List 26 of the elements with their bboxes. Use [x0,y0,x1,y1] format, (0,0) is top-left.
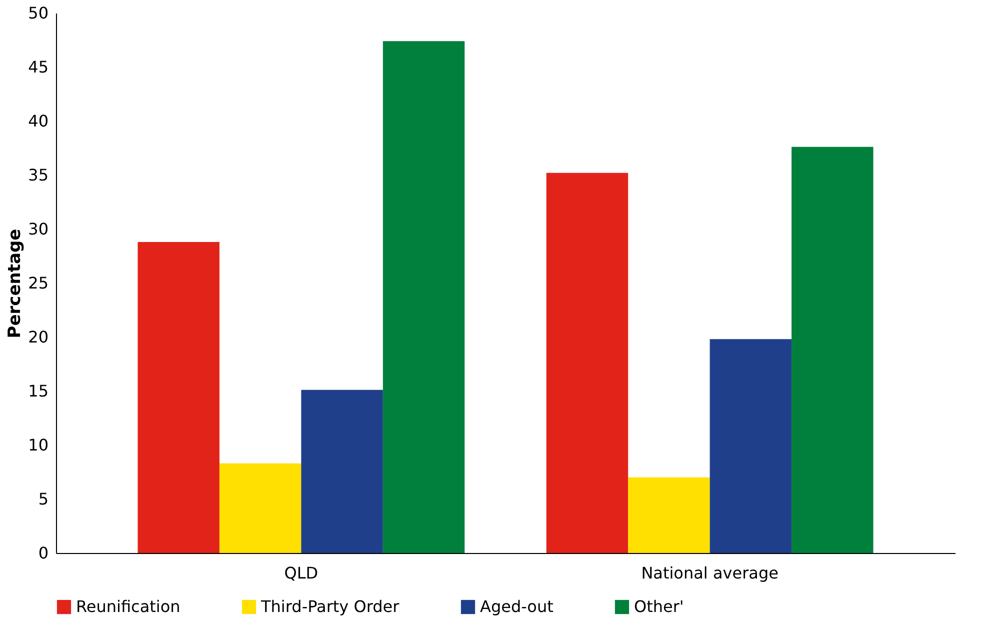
bar [219,463,302,553]
legend-label: Reunification [76,597,180,616]
bar [138,242,220,553]
y-tick-label: 45 [28,58,48,76]
legend-label: Third-Party Order [260,597,400,616]
y-tick-label: 5 [38,490,48,508]
bar [382,41,465,553]
y-tick-label: 0 [38,544,48,562]
bar [628,477,710,553]
y-axis-title: Percentage [5,228,26,338]
y-tick-label: 30 [28,220,48,238]
y-tick-label: 40 [28,112,48,130]
legend-label: Aged-out [480,597,554,616]
x-tick-label: National average [641,564,778,582]
y-tick-label: 15 [28,382,48,400]
y-tick-label: 10 [28,436,48,454]
y-tick-label: 20 [28,328,48,346]
bar [546,172,628,553]
x-tick-label: QLD [284,564,318,582]
y-tick-label: 35 [28,166,48,184]
y-tick-label: 25 [28,274,48,292]
legend-label: Other' [634,597,684,616]
bar [301,390,383,553]
y-tick-label: 50 [28,4,48,22]
bar [792,146,874,553]
bar [710,339,792,553]
